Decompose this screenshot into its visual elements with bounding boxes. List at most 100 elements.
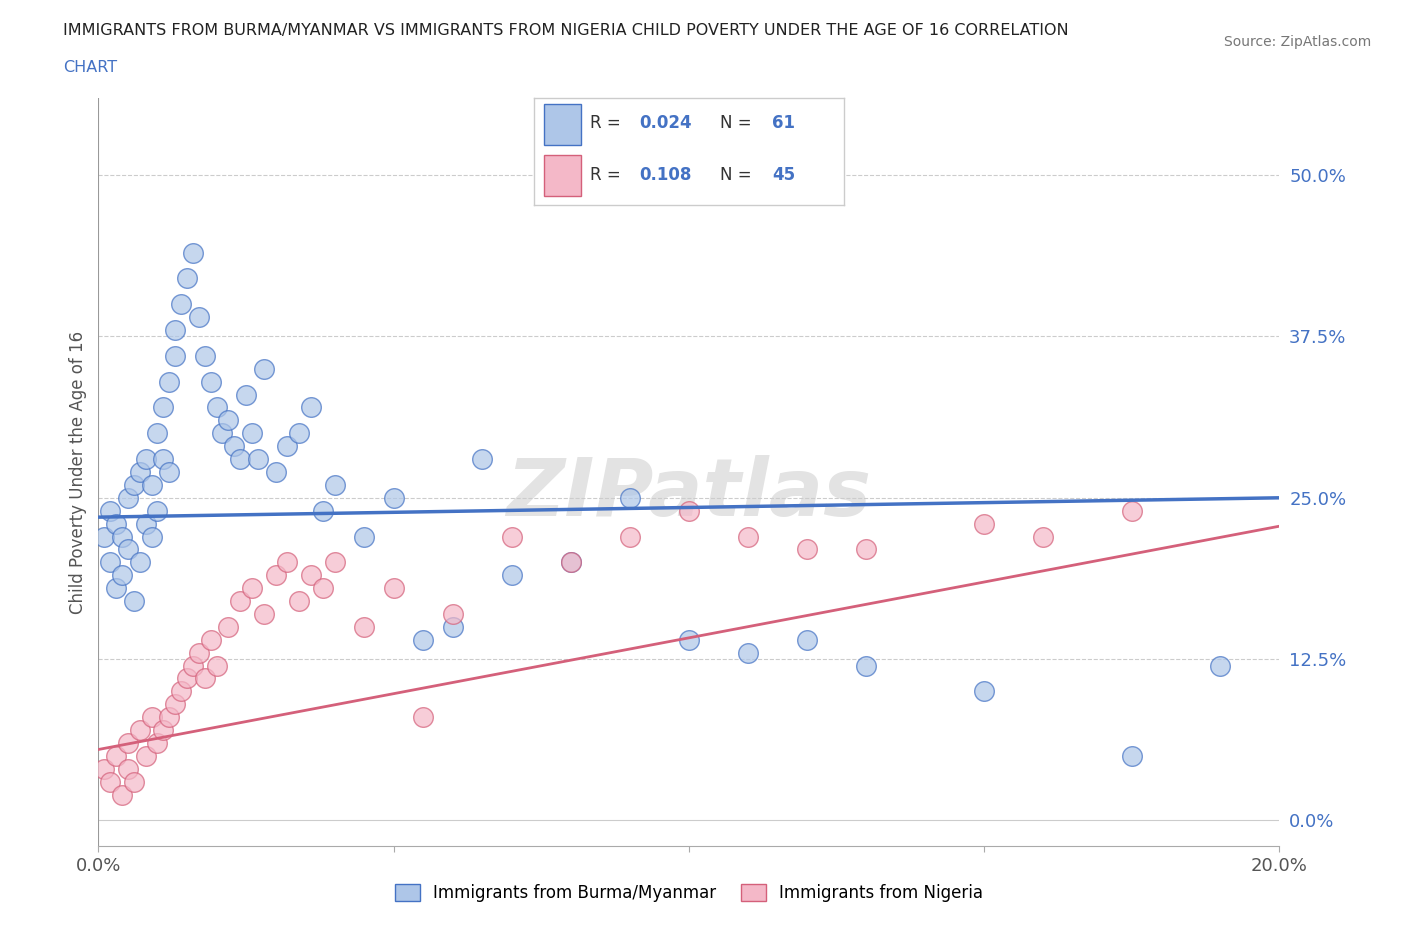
Point [678,503,700,518]
Point [501,529,523,544]
Point [246,452,269,467]
Point [141,477,163,492]
Point [165,323,187,338]
Point [194,349,217,364]
Point [299,568,322,583]
Point [135,516,157,531]
Point [855,542,877,557]
Point [117,762,139,777]
Point [1209,658,1232,673]
Point [224,439,246,454]
Point [128,723,150,737]
Point [1121,749,1143,764]
Point [441,606,464,621]
Point [471,452,494,467]
Point [973,684,995,698]
Text: 45: 45 [772,166,796,183]
Point [157,374,180,389]
Point [117,490,139,505]
Point [122,477,145,492]
Point [412,632,434,647]
Point [205,400,228,415]
Point [111,568,134,583]
Y-axis label: Child Poverty Under the Age of 16: Child Poverty Under the Age of 16 [69,330,87,614]
Point [170,297,193,312]
Point [382,490,405,505]
Point [855,658,877,673]
Point [288,593,311,608]
Point [187,645,209,660]
Point [276,555,298,570]
Point [796,632,818,647]
Point [737,529,759,544]
Point [678,632,700,647]
Point [200,374,222,389]
Point [796,542,818,557]
Point [312,580,335,595]
Point [323,477,346,492]
Point [187,310,209,325]
Point [157,465,180,480]
Point [128,555,150,570]
Point [135,452,157,467]
Point [122,775,145,790]
Point [560,555,582,570]
Point [353,619,375,634]
Point [105,580,128,595]
Text: N =: N = [720,166,756,183]
Point [323,555,346,570]
Point [98,775,121,790]
Point [122,593,145,608]
Text: R =: R = [591,166,626,183]
Point [176,271,198,286]
Point [240,580,263,595]
Point [128,465,150,480]
Point [181,246,204,260]
Point [181,658,204,673]
Point [157,710,180,724]
Point [235,387,257,402]
Point [146,503,169,518]
Point [105,749,128,764]
Point [619,490,641,505]
Point [253,606,276,621]
Text: 0.108: 0.108 [640,166,692,183]
Point [117,542,139,557]
Point [412,710,434,724]
Point [93,762,115,777]
Point [111,787,134,802]
Point [299,400,322,415]
Point [98,503,121,518]
Point [737,645,759,660]
Point [93,529,115,544]
Point [264,568,287,583]
Point [200,632,222,647]
Point [141,710,163,724]
Point [560,555,582,570]
Point [1121,503,1143,518]
FancyBboxPatch shape [544,104,581,145]
Point [501,568,523,583]
Point [264,465,287,480]
Point [353,529,375,544]
Point [117,736,139,751]
Point [973,516,995,531]
Point [619,529,641,544]
Point [205,658,228,673]
Point [146,426,169,441]
Text: 61: 61 [772,114,796,132]
Point [229,452,252,467]
Point [165,349,187,364]
Point [152,723,174,737]
Text: ZIPatlas: ZIPatlas [506,456,872,534]
Point [141,529,163,544]
Point [312,503,335,518]
Point [146,736,169,751]
Point [217,619,239,634]
Point [176,671,198,686]
Point [170,684,193,698]
Point [382,580,405,595]
Point [105,516,128,531]
Legend: Immigrants from Burma/Myanmar, Immigrants from Nigeria: Immigrants from Burma/Myanmar, Immigrant… [388,878,990,910]
Point [253,361,276,376]
